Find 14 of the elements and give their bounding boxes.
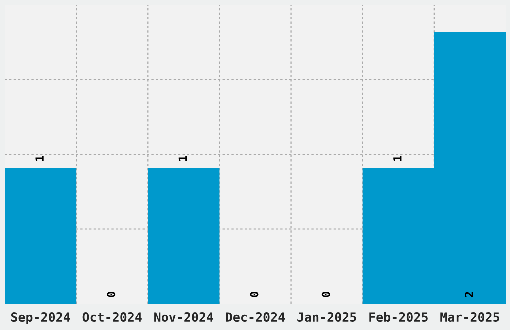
x-tick-label: Mar-2025 xyxy=(440,312,500,322)
data-label: 0 xyxy=(107,292,116,298)
data-label: 1 xyxy=(178,156,187,162)
x-tick-label: Nov-2024 xyxy=(154,312,214,322)
data-label: 1 xyxy=(36,156,44,162)
data-label: 2 xyxy=(465,292,474,298)
x-tick-label: Dec-2024 xyxy=(226,312,286,322)
data-label: 0 xyxy=(250,292,259,298)
x-tick-label: Feb-2025 xyxy=(370,312,428,322)
data-label: 0 xyxy=(322,292,330,298)
x-tick-label: Sep-2024 xyxy=(11,312,70,324)
data-label: 1 xyxy=(394,156,402,162)
x-tick-label: Oct-2024 xyxy=(82,312,142,322)
x-tick-label: Jan-2025 xyxy=(298,312,356,322)
